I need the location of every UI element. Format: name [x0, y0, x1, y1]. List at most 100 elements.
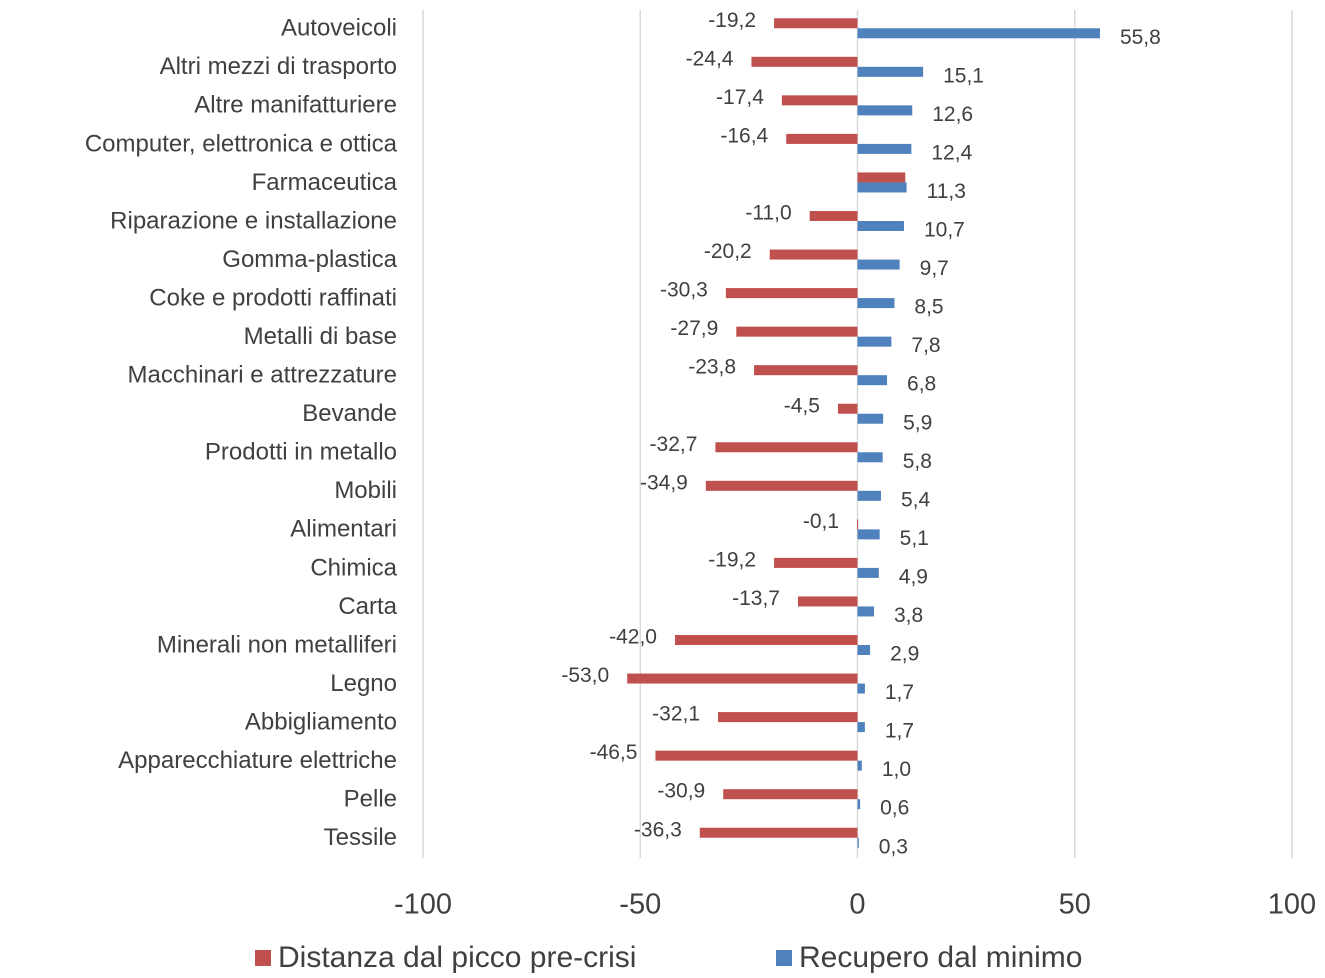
- data-label: -32,7: [650, 433, 698, 456]
- y-tick-label: Riparazione e installazione: [110, 207, 397, 234]
- bar: [797, 596, 858, 607]
- y-tick-label: Bevande: [302, 400, 397, 427]
- bar: [736, 326, 858, 337]
- bar: [781, 95, 858, 106]
- y-tick-label: Pelle: [344, 786, 397, 813]
- y-tick-label: Autoveicoli: [281, 15, 397, 42]
- y-tick-label: Metalli di base: [244, 323, 397, 350]
- data-label: -19,2: [708, 548, 756, 571]
- data-label: -19,2: [708, 9, 756, 32]
- data-label: -42,0: [609, 626, 657, 649]
- data-label: 11,3: [927, 180, 966, 203]
- bar: [774, 18, 858, 29]
- bar: [857, 683, 865, 694]
- bar: [627, 673, 858, 684]
- bar: [754, 365, 858, 376]
- data-label: 8,5: [914, 296, 943, 319]
- bar: [857, 66, 924, 77]
- bar: [837, 403, 858, 414]
- bar: [857, 799, 861, 810]
- bar: [857, 143, 912, 154]
- y-tick-label: Altri mezzi di trasporto: [160, 53, 397, 80]
- data-label: 7,8: [911, 334, 940, 357]
- bar: [857, 760, 862, 771]
- bar: [857, 259, 900, 270]
- y-tick-label: Apparecchiature elettriche: [118, 747, 397, 774]
- legend-swatch: [776, 950, 792, 966]
- data-label: -23,8: [688, 356, 736, 379]
- data-label: -34,9: [640, 471, 688, 494]
- data-label: -11,0: [745, 202, 791, 225]
- bar: [857, 28, 1100, 39]
- bar: [857, 490, 881, 501]
- data-label: 2,9: [890, 643, 919, 666]
- bar: [857, 606, 875, 617]
- bar: [857, 452, 883, 463]
- bar: [857, 298, 895, 309]
- data-label: 4,9: [899, 565, 928, 588]
- data-label: 0,3: [879, 835, 908, 858]
- data-label: -20,2: [704, 240, 752, 263]
- data-label: 1,7: [885, 681, 914, 704]
- y-tick-label: Computer, elettronica e ottica: [85, 130, 398, 157]
- bar: [857, 722, 865, 733]
- data-label: -4,5: [784, 394, 820, 417]
- data-label: 9,7: [920, 257, 949, 280]
- bar: [769, 249, 858, 260]
- bar: [675, 635, 858, 645]
- legend-swatch: [255, 950, 271, 966]
- y-tick-label: Tessile: [324, 824, 397, 851]
- bar: [857, 172, 906, 183]
- y-tick-label: Macchinari e attrezzature: [128, 362, 397, 389]
- bar: [857, 519, 859, 530]
- y-tick-label: Mobili: [334, 477, 397, 504]
- y-tick-label: Alimentari: [290, 516, 397, 543]
- legend-label: Distanza dal picco pre-crisi: [278, 941, 636, 974]
- y-tick-label: Altre manifatturiere: [194, 92, 397, 119]
- y-tick-label: Carta: [338, 593, 397, 620]
- x-tick-label: 0: [849, 889, 865, 921]
- data-label: 1,0: [882, 758, 911, 781]
- data-label: 55,8: [1120, 26, 1161, 49]
- data-label: -30,3: [660, 279, 708, 302]
- bar: [725, 288, 858, 299]
- data-label: -53,0: [561, 664, 609, 687]
- data-label: 5,1: [900, 527, 929, 550]
- data-label: 15,1: [943, 64, 984, 87]
- bar: [655, 750, 858, 761]
- data-label: -13,7: [732, 587, 780, 610]
- y-tick-label: Legno: [330, 670, 397, 697]
- bar: [786, 133, 858, 144]
- data-label: 12,6: [932, 103, 973, 126]
- bar: [857, 567, 879, 578]
- data-label: -16,4: [720, 124, 768, 147]
- bar: [857, 837, 859, 848]
- bar: [857, 105, 913, 116]
- y-tick-label: Minerali non metalliferi: [157, 631, 397, 658]
- y-tick-label: Gomma-plastica: [222, 246, 397, 273]
- bar: [705, 480, 858, 491]
- data-label: -17,4: [716, 86, 764, 109]
- bar: [857, 221, 904, 231]
- y-tick-label: Farmaceutica: [252, 169, 398, 196]
- data-label: 6,8: [907, 373, 936, 396]
- x-tick-label: -50: [619, 889, 661, 921]
- data-label: -24,4: [686, 47, 734, 70]
- y-tick-label: Coke e prodotti raffinati: [149, 284, 397, 311]
- data-label: -30,9: [657, 780, 705, 803]
- data-label: 1,7: [885, 720, 914, 743]
- bar: [857, 645, 871, 655]
- data-label: -46,5: [590, 741, 638, 764]
- data-label: -36,3: [634, 818, 682, 841]
- data-label: 5,9: [903, 411, 932, 434]
- bar: [751, 56, 858, 67]
- bar: [718, 712, 858, 723]
- bar: [699, 827, 858, 838]
- data-label: 5,4: [901, 488, 931, 511]
- x-tick-label: 100: [1268, 889, 1316, 921]
- bar: [857, 413, 884, 424]
- bar: [857, 375, 888, 386]
- y-tick-label: Chimica: [310, 554, 397, 581]
- data-label: -32,1: [652, 703, 700, 726]
